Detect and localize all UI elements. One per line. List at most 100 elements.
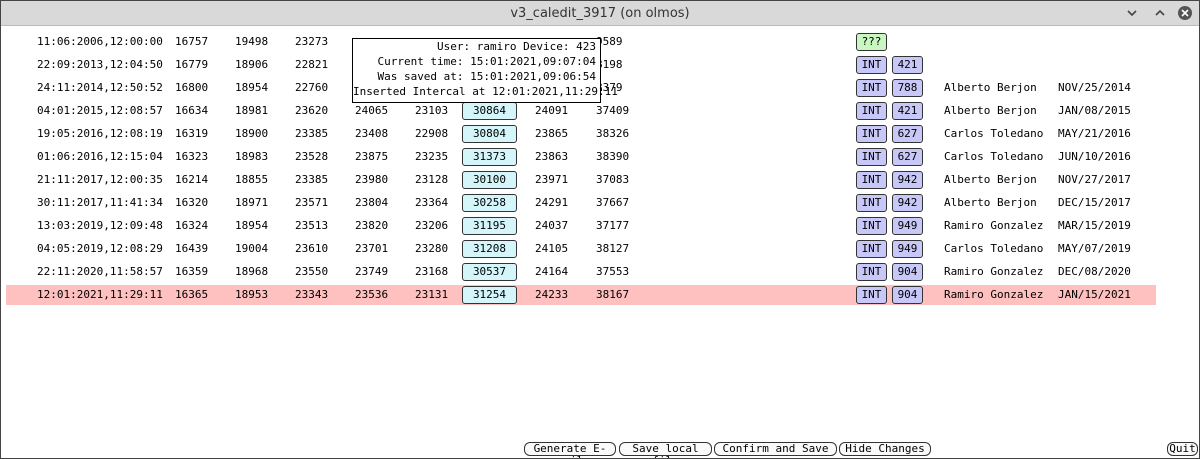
cell-v5: 23364 xyxy=(415,196,449,209)
cell-v6: 24291 xyxy=(535,196,569,209)
cell-v7: 37553 xyxy=(596,265,630,278)
tooltip: User: ramiro Device: 423 Current time: 15… xyxy=(352,38,618,103)
cell-user: Carlos Toledano xyxy=(944,150,1044,163)
tag-button[interactable]: INT xyxy=(856,240,887,258)
code-button[interactable]: 421 xyxy=(892,56,923,74)
cell-time: 22:09:2013,12:04:50 xyxy=(37,58,163,71)
code-button[interactable]: 904 xyxy=(892,286,923,304)
cell-user: Alberto Berjon xyxy=(944,196,1037,209)
code-button[interactable]: 788 xyxy=(892,79,923,97)
cell-time: 24:11:2014,12:50:52 xyxy=(37,81,163,94)
cell-v1: 16757 xyxy=(175,35,209,48)
cell-v7: 38127 xyxy=(596,242,630,255)
cell-v5: 23235 xyxy=(415,150,449,163)
code-button[interactable]: 627 xyxy=(892,148,923,166)
cell-v3: 22760 xyxy=(295,81,329,94)
cell-date: NOV/27/2017 xyxy=(1058,173,1131,186)
value-box[interactable]: 31254 xyxy=(462,286,517,304)
cell-user: Alberto Berjon xyxy=(944,173,1037,186)
tag-button[interactable]: INT xyxy=(856,125,887,143)
window-controls[interactable] xyxy=(1105,1,1195,25)
cell-v3: 23385 xyxy=(295,173,329,186)
tooltip-line: User: ramiro Device: 423 xyxy=(437,40,596,53)
value-box[interactable]: 30804 xyxy=(462,125,517,143)
cell-v2: 18968 xyxy=(235,265,269,278)
cell-v6: 24164 xyxy=(535,265,569,278)
cell-date: NOV/25/2014 xyxy=(1058,81,1131,94)
cell-v4: 23804 xyxy=(355,196,389,209)
cell-v4: 23980 xyxy=(355,173,389,186)
code-button[interactable]: 949 xyxy=(892,217,923,235)
cell-v3: 23620 xyxy=(295,104,329,117)
cell-date: JAN/08/2015 xyxy=(1058,104,1131,117)
cell-v2: 18981 xyxy=(235,104,269,117)
button[interactable]: Hide Changes xyxy=(839,442,931,456)
cell-v7: 38167 xyxy=(596,288,630,301)
value-box[interactable]: 30864 xyxy=(462,102,517,120)
cell-v7: 37177 xyxy=(596,219,630,232)
tag-button[interactable]: ??? xyxy=(856,33,887,51)
value-box[interactable]: 31373 xyxy=(462,148,517,166)
cell-v1: 16439 xyxy=(175,242,209,255)
tag-button[interactable]: INT xyxy=(856,217,887,235)
tag-button[interactable]: INT xyxy=(856,56,887,74)
cell-v2: 18953 xyxy=(235,288,269,301)
tag-button[interactable]: INT xyxy=(856,102,887,120)
button[interactable]: Save local file xyxy=(619,442,712,458)
cell-user: Ramiro Gonzalez xyxy=(944,265,1044,278)
cell-date: DEC/08/2020 xyxy=(1058,265,1131,278)
cell-v3: 23528 xyxy=(295,150,329,163)
cell-v3: 23610 xyxy=(295,242,329,255)
cell-v6: 24091 xyxy=(535,104,569,117)
button[interactable]: Quit xyxy=(1167,442,1198,456)
cell-v3: 23571 xyxy=(295,196,329,209)
tag-button[interactable]: INT xyxy=(856,263,887,281)
cell-v4: 23749 xyxy=(355,265,389,278)
cell-v2: 18900 xyxy=(235,127,269,140)
code-button[interactable]: 904 xyxy=(892,263,923,281)
cell-v7: 37083 xyxy=(596,173,630,186)
cell-user: Alberto Berjon xyxy=(944,81,1037,94)
cell-v4: 24065 xyxy=(355,104,389,117)
cell-v7: 8198 xyxy=(596,58,623,71)
tag-button[interactable]: INT xyxy=(856,171,887,189)
tag-button[interactable]: INT xyxy=(856,286,887,304)
value-box[interactable]: 31208 xyxy=(462,240,517,258)
cell-time: 12:01:2021,11:29:11 xyxy=(37,288,163,301)
value-box[interactable]: 30100 xyxy=(462,171,517,189)
cell-user: Ramiro Gonzalez xyxy=(944,288,1044,301)
cell-v2: 18855 xyxy=(235,173,269,186)
cell-v3: 23550 xyxy=(295,265,329,278)
value-box[interactable]: 31195 xyxy=(462,217,517,235)
code-button[interactable]: 949 xyxy=(892,240,923,258)
button[interactable]: Generate E-mail xyxy=(524,442,616,458)
code-button[interactable]: 942 xyxy=(892,194,923,212)
cell-time: 22:11:2020,11:58:57 xyxy=(37,265,163,278)
code-button[interactable]: 421 xyxy=(892,102,923,120)
tag-button[interactable]: INT xyxy=(856,79,887,97)
cell-v4: 23536 xyxy=(355,288,389,301)
cell-v4: 23820 xyxy=(355,219,389,232)
cell-v2: 19498 xyxy=(235,35,269,48)
code-button[interactable]: 627 xyxy=(892,125,923,143)
cell-v4: 23408 xyxy=(355,127,389,140)
value-box[interactable]: 30258 xyxy=(462,194,517,212)
cell-v1: 16323 xyxy=(175,150,209,163)
window-title: v3_caledit_3917 (on olmos) xyxy=(510,6,690,21)
cell-v7: 37667 xyxy=(596,196,630,209)
cell-v1: 16324 xyxy=(175,219,209,232)
cell-user: Carlos Toledano xyxy=(944,242,1044,255)
button[interactable]: Confirm and Save xyxy=(714,442,837,456)
tag-button[interactable]: INT xyxy=(856,148,887,166)
cell-v5: 23206 xyxy=(415,219,449,232)
cell-v1: 16214 xyxy=(175,173,209,186)
tooltip-line: Current time: 15:01:2021,09:07:04 xyxy=(377,55,596,68)
cell-date: MAY/21/2016 xyxy=(1058,127,1131,140)
cell-time: 11:06:2006,12:00:00 xyxy=(37,35,163,48)
code-button[interactable]: 942 xyxy=(892,171,923,189)
cell-v7: 38390 xyxy=(596,150,630,163)
tag-button[interactable]: INT xyxy=(856,194,887,212)
cell-user: Ramiro Gonzalez xyxy=(944,219,1044,232)
value-box[interactable]: 30537 xyxy=(462,263,517,281)
